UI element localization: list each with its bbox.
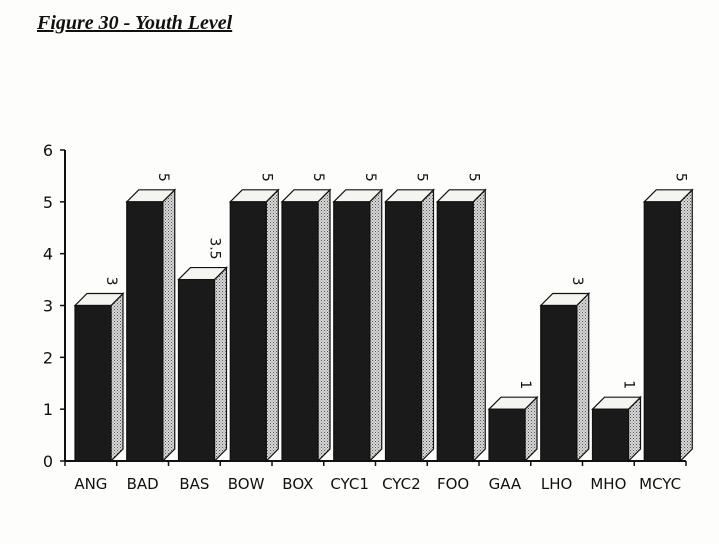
y-tick-label: 3 bbox=[43, 297, 53, 316]
bar-lho: 3 bbox=[539, 277, 591, 463]
x-tick-label: GAA bbox=[489, 475, 522, 493]
data-label: 1 bbox=[621, 380, 637, 389]
bar-side bbox=[576, 292, 590, 463]
x-tick-label: ANG bbox=[74, 475, 107, 493]
bar-front bbox=[436, 201, 474, 462]
data-label: 3.5 bbox=[207, 237, 223, 259]
bar-front bbox=[177, 278, 216, 462]
x-tick-label: CYC2 bbox=[382, 475, 421, 493]
data-label: 5 bbox=[465, 173, 481, 182]
x-tick-label: MHO bbox=[590, 475, 626, 493]
x-tick-label: CYC1 bbox=[330, 475, 369, 493]
bar-front bbox=[591, 408, 630, 462]
x-tick-label: BAS bbox=[179, 475, 209, 493]
data-label: 5 bbox=[310, 173, 326, 182]
y-tick-label: 6 bbox=[43, 141, 53, 160]
bar-side bbox=[369, 188, 383, 463]
bar-bad: 5 bbox=[125, 173, 177, 463]
data-label: 1 bbox=[517, 380, 533, 389]
bar-side bbox=[472, 188, 486, 463]
bar-front bbox=[281, 201, 319, 462]
bar-bow: 5 bbox=[228, 173, 280, 463]
data-label: 3 bbox=[569, 277, 585, 286]
data-label: 5 bbox=[155, 173, 171, 182]
bar-gaa: 1 bbox=[487, 380, 539, 463]
bar-front bbox=[74, 304, 112, 462]
bar-front bbox=[384, 201, 423, 462]
bar-box: 5 bbox=[280, 173, 332, 463]
y-tick-label: 2 bbox=[43, 348, 53, 367]
chart-title: Figure 30 - Youth Level bbox=[37, 12, 233, 34]
x-tick-label: BAD bbox=[127, 475, 159, 493]
bar-cyc2: 5 bbox=[384, 173, 435, 463]
y-tick-label: 1 bbox=[43, 400, 53, 419]
x-tick-label: MCYC bbox=[639, 475, 681, 493]
x-tick-label: BOW bbox=[228, 475, 265, 493]
bar-front bbox=[488, 408, 526, 462]
bar-side bbox=[162, 188, 176, 463]
bar-side bbox=[679, 188, 693, 463]
bar-foo: 5 bbox=[435, 173, 487, 463]
bar-front bbox=[229, 201, 267, 462]
y-tick-label: 0 bbox=[43, 452, 53, 471]
bar-front bbox=[126, 201, 164, 462]
bar-bas: 3.5 bbox=[177, 237, 228, 463]
x-tick-label: BOX bbox=[282, 475, 313, 493]
bar-mho: 1 bbox=[591, 380, 642, 463]
bar-cyc1: 5 bbox=[332, 173, 384, 463]
bar-side bbox=[420, 188, 435, 463]
bar-side bbox=[317, 188, 331, 463]
bar-ang: 3 bbox=[73, 277, 125, 463]
bar-side bbox=[110, 292, 124, 463]
bar-side bbox=[213, 266, 228, 463]
y-tick-label: 5 bbox=[43, 193, 53, 212]
bar-front bbox=[643, 201, 681, 462]
bar-front bbox=[333, 201, 371, 462]
data-label: 5 bbox=[414, 173, 430, 182]
x-tick-label: LHO bbox=[541, 475, 572, 493]
bar-side bbox=[265, 188, 279, 463]
data-label: 5 bbox=[258, 173, 274, 182]
data-label: 5 bbox=[362, 173, 378, 182]
data-label: 3 bbox=[103, 277, 119, 286]
y-tick-label: 4 bbox=[43, 245, 53, 264]
bar-mcyc: 5 bbox=[642, 173, 694, 463]
bar-front bbox=[540, 304, 578, 462]
data-label: 5 bbox=[672, 173, 688, 182]
x-tick-label: FOO bbox=[437, 475, 469, 493]
